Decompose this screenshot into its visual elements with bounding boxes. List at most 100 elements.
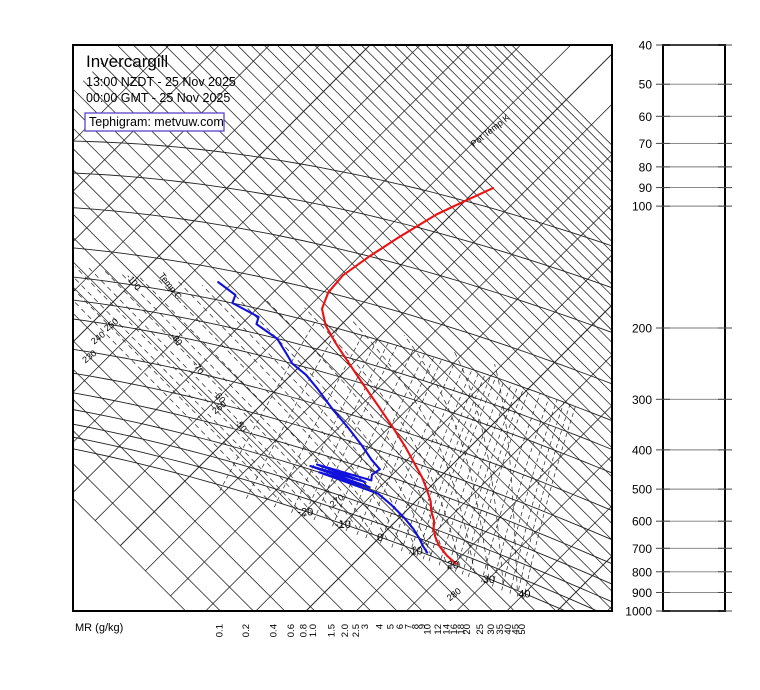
mixing-ratio-line bbox=[422, 375, 492, 560]
isotherm-line bbox=[73, 45, 371, 343]
isotherm-tick-label: 0 bbox=[377, 532, 383, 544]
isotherm-bottom-labels: -20 -10 0 10 20 30 40 bbox=[297, 506, 530, 600]
mixing-ratio-line bbox=[492, 396, 550, 587]
pressure-tick-label: 200 bbox=[632, 322, 652, 336]
saturated-adiabat-line bbox=[75, 266, 314, 514]
header-block: Invercargill 13:00 NZDT - 25 Nov 2025 00… bbox=[84, 52, 236, 132]
saturated-adiabat-line bbox=[103, 269, 344, 525]
isentrope-line bbox=[148, 45, 612, 509]
isentrope-line bbox=[82, 80, 612, 611]
mixing-ratio-line bbox=[438, 380, 505, 566]
pressure-tick-label: 40 bbox=[639, 39, 653, 53]
pressure-tick-label: 600 bbox=[632, 515, 652, 529]
isentrope-line bbox=[414, 45, 612, 243]
isentrope-line bbox=[73, 340, 344, 611]
isentrope-line bbox=[73, 236, 448, 611]
mixing-ratio-tick-label: 10 bbox=[423, 624, 434, 635]
isentrope-line bbox=[179, 45, 612, 478]
plot-frame bbox=[72, 44, 613, 612]
isotherm-line bbox=[355, 354, 612, 611]
isotherm-line bbox=[170, 153, 612, 597]
isobar-line bbox=[73, 423, 612, 603]
mixing-ratio-tick-label: 20 bbox=[462, 624, 473, 635]
isentrope-line bbox=[92, 71, 612, 592]
isobar-line bbox=[73, 372, 612, 541]
isentrope-line bbox=[100, 62, 612, 575]
isotherm-line bbox=[73, 45, 321, 293]
saturated-adiabat-line bbox=[202, 285, 418, 551]
mixing-ratio-tick-label: 30 bbox=[486, 624, 497, 635]
mixing-ratio-tick-label: 0.1 bbox=[215, 624, 226, 637]
pressure-tick-label: 300 bbox=[632, 393, 652, 407]
isotherm-tick-label: 40 bbox=[518, 588, 530, 600]
isentrope-line bbox=[73, 190, 494, 611]
mixing-ratio-tick-label: 4 bbox=[374, 624, 385, 629]
isentrope-line bbox=[73, 430, 254, 611]
isentrope-line bbox=[445, 45, 612, 212]
isentrope-line bbox=[132, 45, 612, 525]
isotherm-tick-label: 10 bbox=[411, 546, 423, 558]
isentrope-line bbox=[289, 45, 612, 368]
isotherm-line bbox=[405, 404, 612, 611]
mixing-ratio-tick-label: 1.0 bbox=[308, 624, 319, 637]
isentrope-line bbox=[73, 398, 286, 611]
saturated-adiabat-line bbox=[136, 274, 373, 535]
isentrope-line bbox=[73, 148, 536, 611]
isotherm-line bbox=[73, 45, 271, 243]
pressure-tick-label: 700 bbox=[632, 542, 652, 556]
isentrope-line bbox=[117, 45, 612, 541]
mixing-ratio-tick-label: 0.2 bbox=[241, 624, 252, 637]
mixing-ratio-line bbox=[273, 335, 363, 508]
isobar-line bbox=[73, 436, 599, 611]
pressure-tick-label: 400 bbox=[632, 443, 652, 457]
isotherm-tick-label: -20 bbox=[297, 506, 313, 518]
pressure-tick-label: 60 bbox=[639, 110, 653, 124]
saturated-adiabat-line bbox=[177, 280, 403, 546]
isentrope-line bbox=[349, 45, 612, 308]
isentrope-line bbox=[372, 45, 612, 285]
isentrope-line bbox=[276, 45, 612, 381]
isentrope-line bbox=[464, 45, 612, 193]
isobar-line bbox=[73, 448, 567, 611]
isentrope-line bbox=[194, 45, 612, 463]
station-title: Invercargill bbox=[86, 52, 168, 71]
mixing-ratio-line bbox=[481, 393, 541, 583]
isotherm-line bbox=[119, 53, 612, 547]
pressure-tick-label: 800 bbox=[632, 565, 652, 579]
mixing-ratio-grid bbox=[219, 322, 576, 600]
credit-box[interactable] bbox=[84, 112, 225, 132]
mixing-ratio-line bbox=[379, 363, 455, 544]
pressure-tick-label: 50 bbox=[639, 78, 653, 92]
isobar-line bbox=[73, 140, 612, 247]
mixing-ratio-line bbox=[219, 322, 316, 491]
mixing-ratio-tick-label: 7 bbox=[403, 624, 414, 629]
mixing-ratio-line bbox=[509, 401, 565, 594]
mixing-ratio-line bbox=[501, 399, 558, 591]
mixing-ratio-line bbox=[245, 328, 339, 499]
saturated-adiabat-line bbox=[73, 288, 283, 505]
mixing-ratio-tick-label: 6 bbox=[395, 624, 406, 629]
pressure-tick-group: 40 50 60 70 80 90 100 200 300 400 500 600 700 800 900 1… bbox=[625, 39, 732, 619]
mixing-ratio-tick-label: 8 bbox=[411, 624, 422, 629]
isotherm-tick-label: 20 bbox=[447, 559, 459, 571]
mixing-ratio-line bbox=[447, 382, 513, 569]
mixing-ratio-tick-label: 9 bbox=[417, 624, 428, 629]
isotherm-line bbox=[205, 204, 612, 611]
mixing-ratio-line bbox=[468, 389, 530, 577]
mixing-ratio-line bbox=[523, 406, 576, 600]
isobar-line bbox=[73, 299, 612, 450]
isobar-line bbox=[73, 276, 612, 422]
pressure-tick-label: 80 bbox=[639, 160, 653, 174]
mixing-ratio-line bbox=[516, 404, 571, 597]
isentrope-line bbox=[483, 45, 612, 174]
saturated-adiabat-line bbox=[230, 290, 432, 557]
isentrope-line bbox=[164, 45, 612, 493]
plot-background bbox=[73, 45, 612, 611]
mixing-ratio-line bbox=[345, 353, 426, 532]
isotherm-tick-label: 30 bbox=[483, 574, 495, 586]
saturated-adiabat-line bbox=[264, 297, 447, 562]
saturated-adiabat-line bbox=[73, 299, 268, 500]
mixing-ratio-line bbox=[400, 369, 473, 552]
